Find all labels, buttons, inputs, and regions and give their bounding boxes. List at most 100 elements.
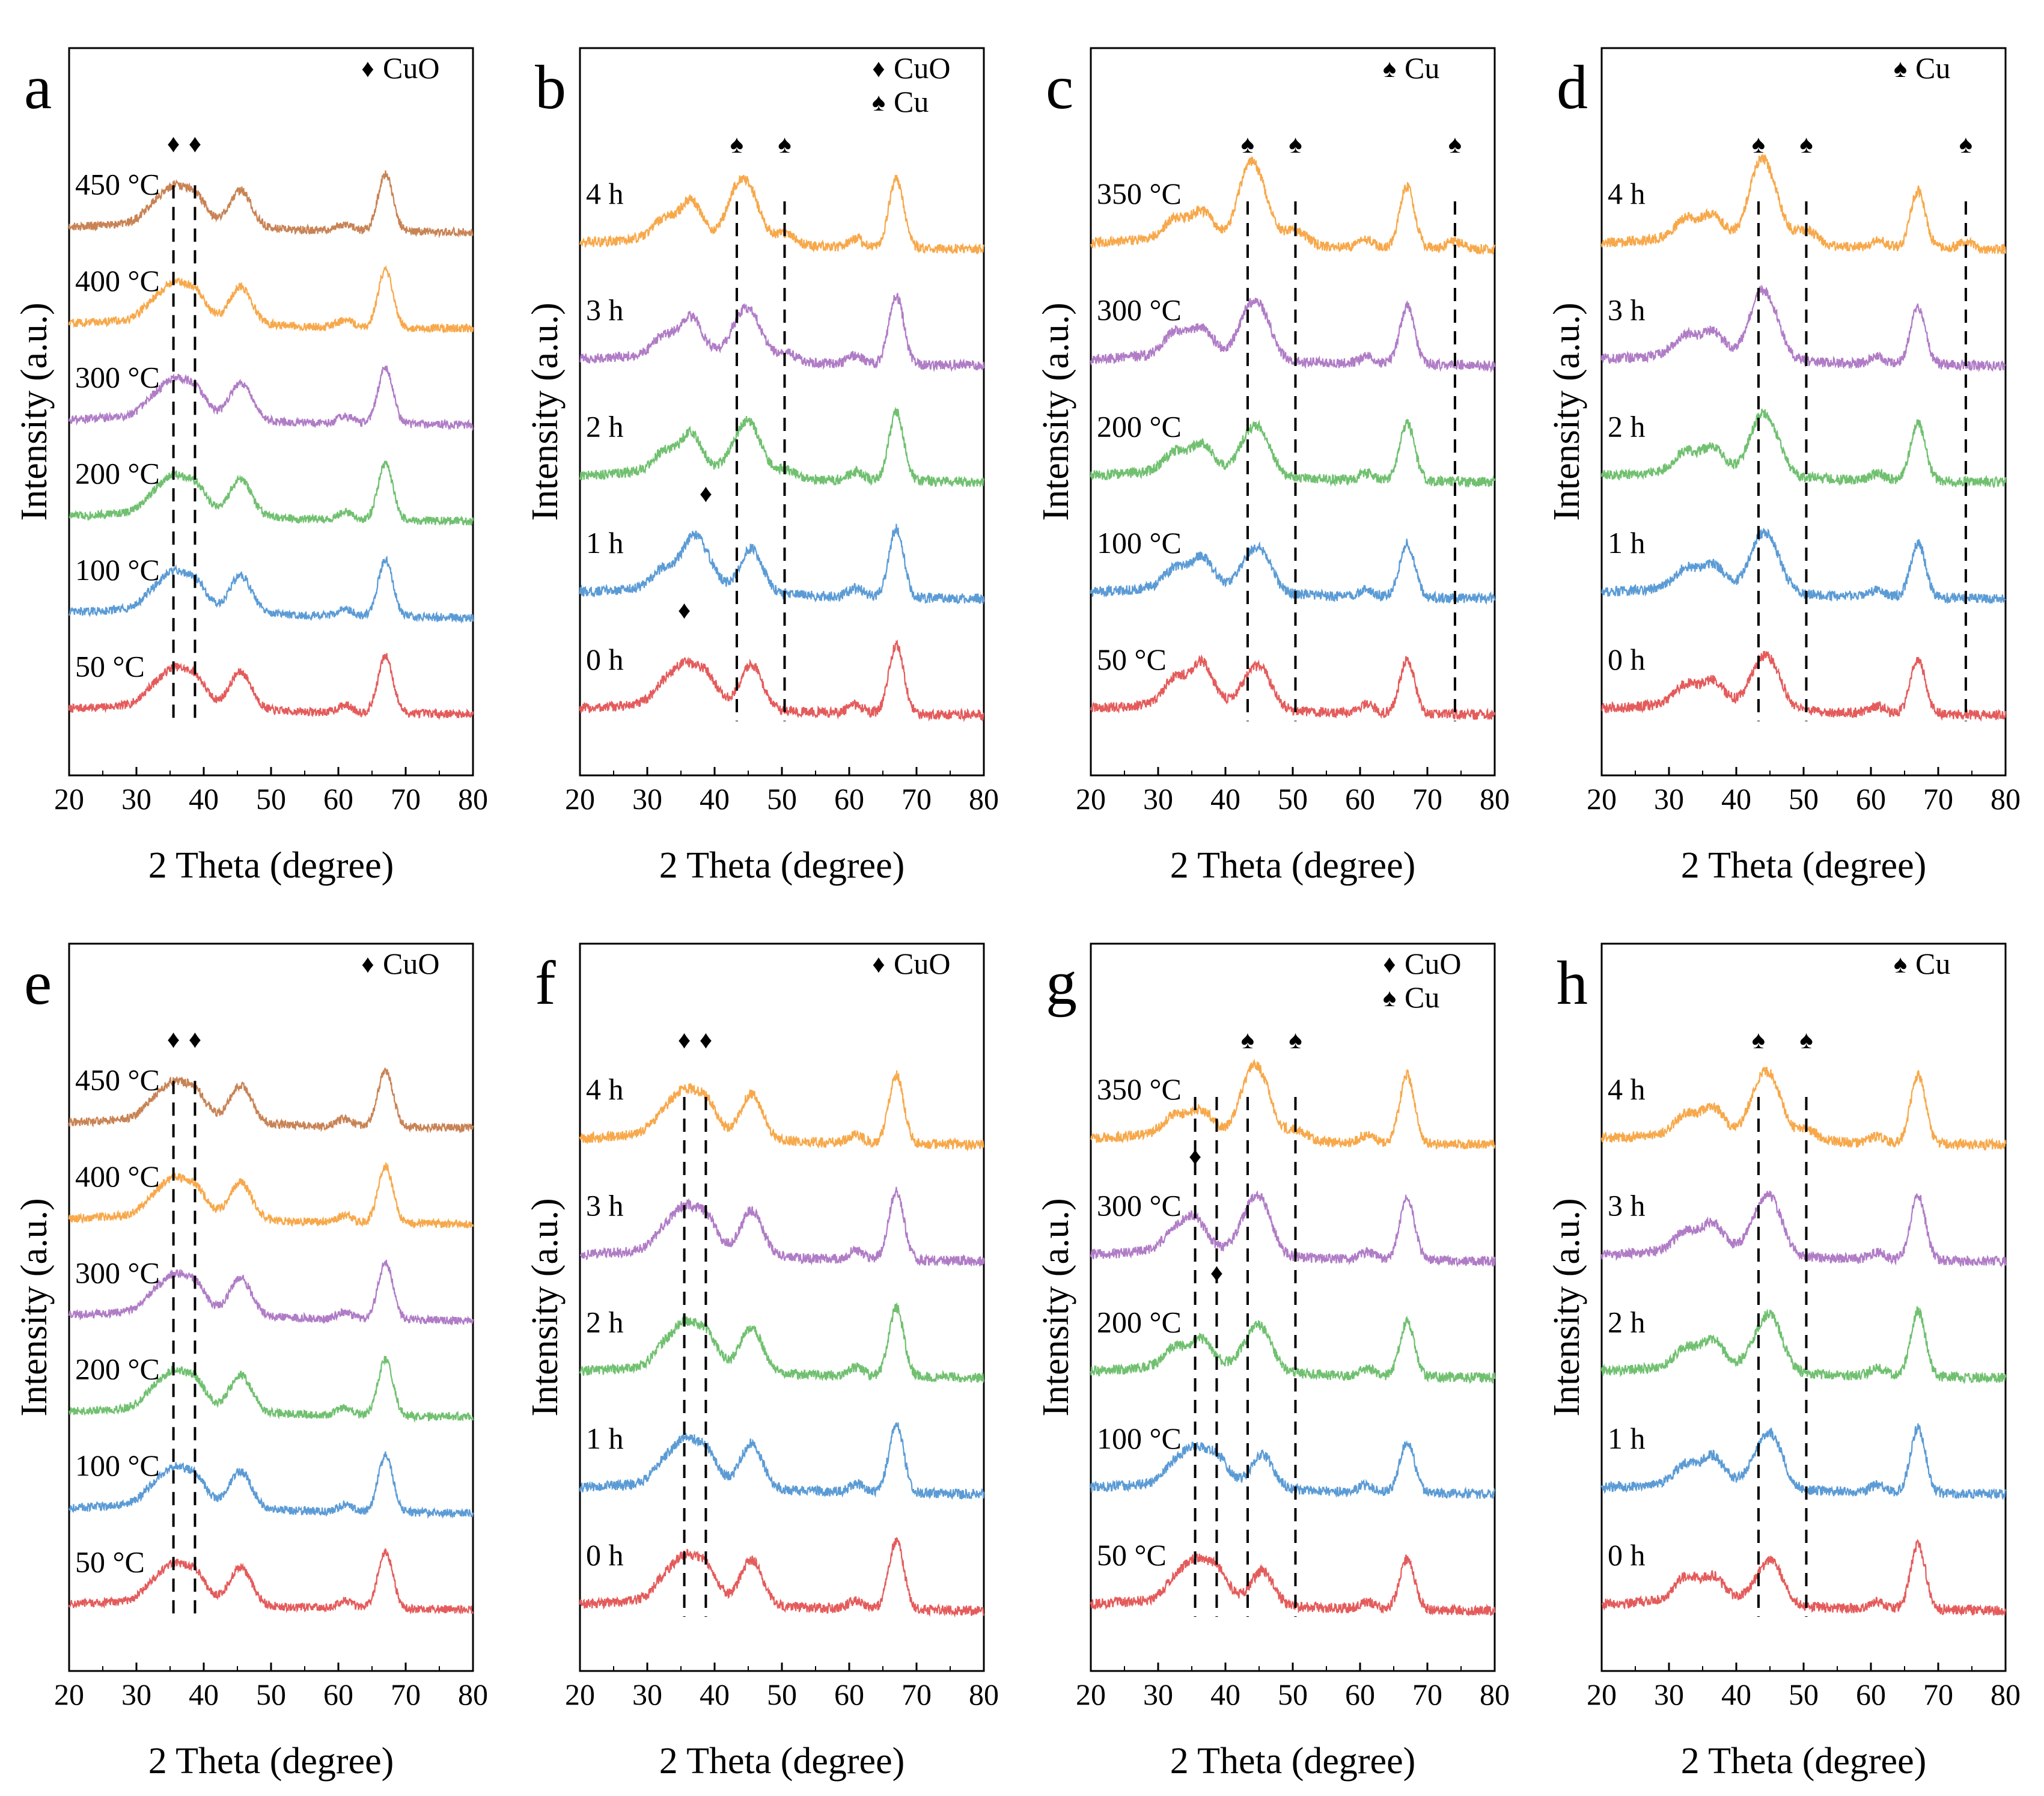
x-tick-label: 40 — [189, 782, 219, 816]
peak-marker: ♠ — [1752, 1027, 1765, 1054]
series-label: 1 h — [1608, 526, 1646, 560]
panel-a: 20 30 40 50 60 70 80 2 Theta (degree) Intensity … — [14, 47, 488, 886]
series-label: 100 °C — [1097, 1422, 1182, 1455]
x-tick-label: 20 — [1076, 782, 1106, 816]
series-label: 0 h — [586, 643, 624, 676]
series-label: 300 °C — [75, 360, 160, 394]
x-tick-label: 30 — [121, 1678, 151, 1711]
series-line — [1600, 1190, 2007, 1268]
legend-symbol: ♠ — [1383, 55, 1396, 83]
y-axis-title: Intensity (a.u.) — [1036, 1198, 1076, 1416]
panel-d: 20 30 40 50 60 70 80 2 Theta (degree) Intensity … — [1546, 47, 2021, 886]
x-axis-title: 2 Theta (degree) — [1681, 1741, 1927, 1782]
series-label: 0 h — [586, 1538, 624, 1572]
series-label: 300 °C — [75, 1256, 160, 1289]
series-label: 100 °C — [75, 1449, 160, 1482]
series-label: 2 h — [1608, 1305, 1646, 1339]
peak-marker: ♠ — [1241, 131, 1254, 159]
series-line — [1090, 1315, 1496, 1384]
series-line — [69, 460, 474, 527]
series-line — [1600, 1423, 2007, 1501]
series-line — [1090, 298, 1496, 373]
series-line — [1090, 1058, 1496, 1150]
peak-marker: ♠ — [1241, 1027, 1254, 1054]
series-label: 3 h — [586, 293, 624, 327]
series-label: 400 °C — [75, 1159, 160, 1193]
legend-label: CuO — [383, 51, 439, 85]
series-line — [68, 1548, 474, 1615]
series-line — [68, 264, 474, 334]
series-label: 100 °C — [75, 553, 160, 587]
peak-marker: ♦ — [700, 1027, 712, 1054]
x-tick-label: 50 — [1278, 1678, 1308, 1711]
legend-symbol: ♠ — [1894, 951, 1907, 979]
x-tick-label: 80 — [458, 1678, 488, 1711]
series-label: 50 °C — [1097, 1538, 1167, 1572]
series-label: 4 h — [586, 177, 624, 210]
x-tick-label: 20 — [565, 1678, 595, 1711]
series-line — [1600, 284, 2006, 373]
x-tick-label: 30 — [1654, 782, 1684, 816]
series-line — [1600, 408, 2007, 489]
series-line — [579, 406, 984, 488]
series-line — [1600, 1306, 2007, 1385]
series-label: 350 °C — [1097, 177, 1182, 210]
x-tick-label: 40 — [1721, 782, 1751, 816]
legend-symbol: ♦ — [872, 951, 885, 979]
x-tick-label: 40 — [700, 1678, 730, 1711]
y-axis-title: Intensity (a.u.) — [14, 1198, 55, 1416]
legend-symbol: ♠ — [1383, 985, 1396, 1012]
legend-label: CuO — [894, 51, 950, 85]
y-axis-title: Intensity (a.u.) — [1546, 1198, 1587, 1416]
x-tick-label: 50 — [1789, 1678, 1819, 1711]
legend-symbol: ♦ — [872, 55, 885, 83]
series-label: 2 h — [1608, 409, 1646, 443]
peak-marker: ♠ — [1799, 131, 1813, 159]
series-label: 2 h — [586, 409, 624, 443]
series-line — [68, 653, 474, 721]
x-tick-label: 80 — [1480, 1678, 1510, 1711]
x-tick-label: 30 — [1654, 1678, 1684, 1711]
x-tick-label: 80 — [969, 782, 999, 816]
x-tick-label: 50 — [1789, 782, 1819, 816]
series-label: 4 h — [1608, 177, 1646, 210]
series-line — [1090, 156, 1496, 255]
series-line — [1090, 418, 1496, 488]
legend-symbol: ♦ — [361, 55, 374, 83]
x-axis-title: 2 Theta (degree) — [1170, 1741, 1416, 1782]
series-label: 3 h — [1608, 293, 1646, 327]
series-line — [1602, 1539, 2007, 1616]
x-tick-label: 70 — [901, 782, 932, 816]
peak-marker: ♠ — [1799, 1027, 1813, 1054]
peak-marker: ♦ — [678, 597, 691, 625]
series-line — [68, 555, 474, 625]
series-line — [1090, 539, 1496, 605]
legend-symbol: ♠ — [872, 89, 885, 117]
x-tick-label: 80 — [1991, 782, 2021, 816]
x-tick-label: 20 — [54, 782, 84, 816]
legend-label: Cu — [1915, 947, 1950, 980]
series-line — [1600, 153, 2007, 255]
series-line — [68, 1162, 474, 1229]
x-tick-label: 40 — [1721, 1678, 1751, 1711]
x-tick-label: 60 — [1345, 1678, 1375, 1711]
panel-g: 20 30 40 50 60 70 80 2 Theta (degree) Intensity … — [1036, 942, 1510, 1782]
series-label: 50 °C — [75, 1545, 145, 1578]
series-line — [579, 1302, 984, 1384]
x-tick-label: 50 — [1278, 782, 1308, 816]
series-line — [68, 365, 474, 432]
legend-symbol: ♠ — [1894, 55, 1907, 83]
x-tick-label: 40 — [189, 1678, 219, 1711]
panel-letter: c — [1046, 53, 1073, 122]
panel-letter: f — [535, 948, 556, 1018]
x-tick-label: 60 — [323, 782, 353, 816]
series-line — [1601, 651, 2007, 722]
series-label: 200 °C — [1097, 1305, 1182, 1339]
x-tick-label: 70 — [1412, 1678, 1442, 1711]
peak-marker: ♦ — [1189, 1143, 1201, 1171]
series-label: 3 h — [586, 1189, 624, 1223]
x-axis-title: 2 Theta (degree) — [1170, 845, 1416, 886]
peak-marker: ♦ — [1210, 1259, 1223, 1287]
x-tick-label: 30 — [1143, 782, 1173, 816]
